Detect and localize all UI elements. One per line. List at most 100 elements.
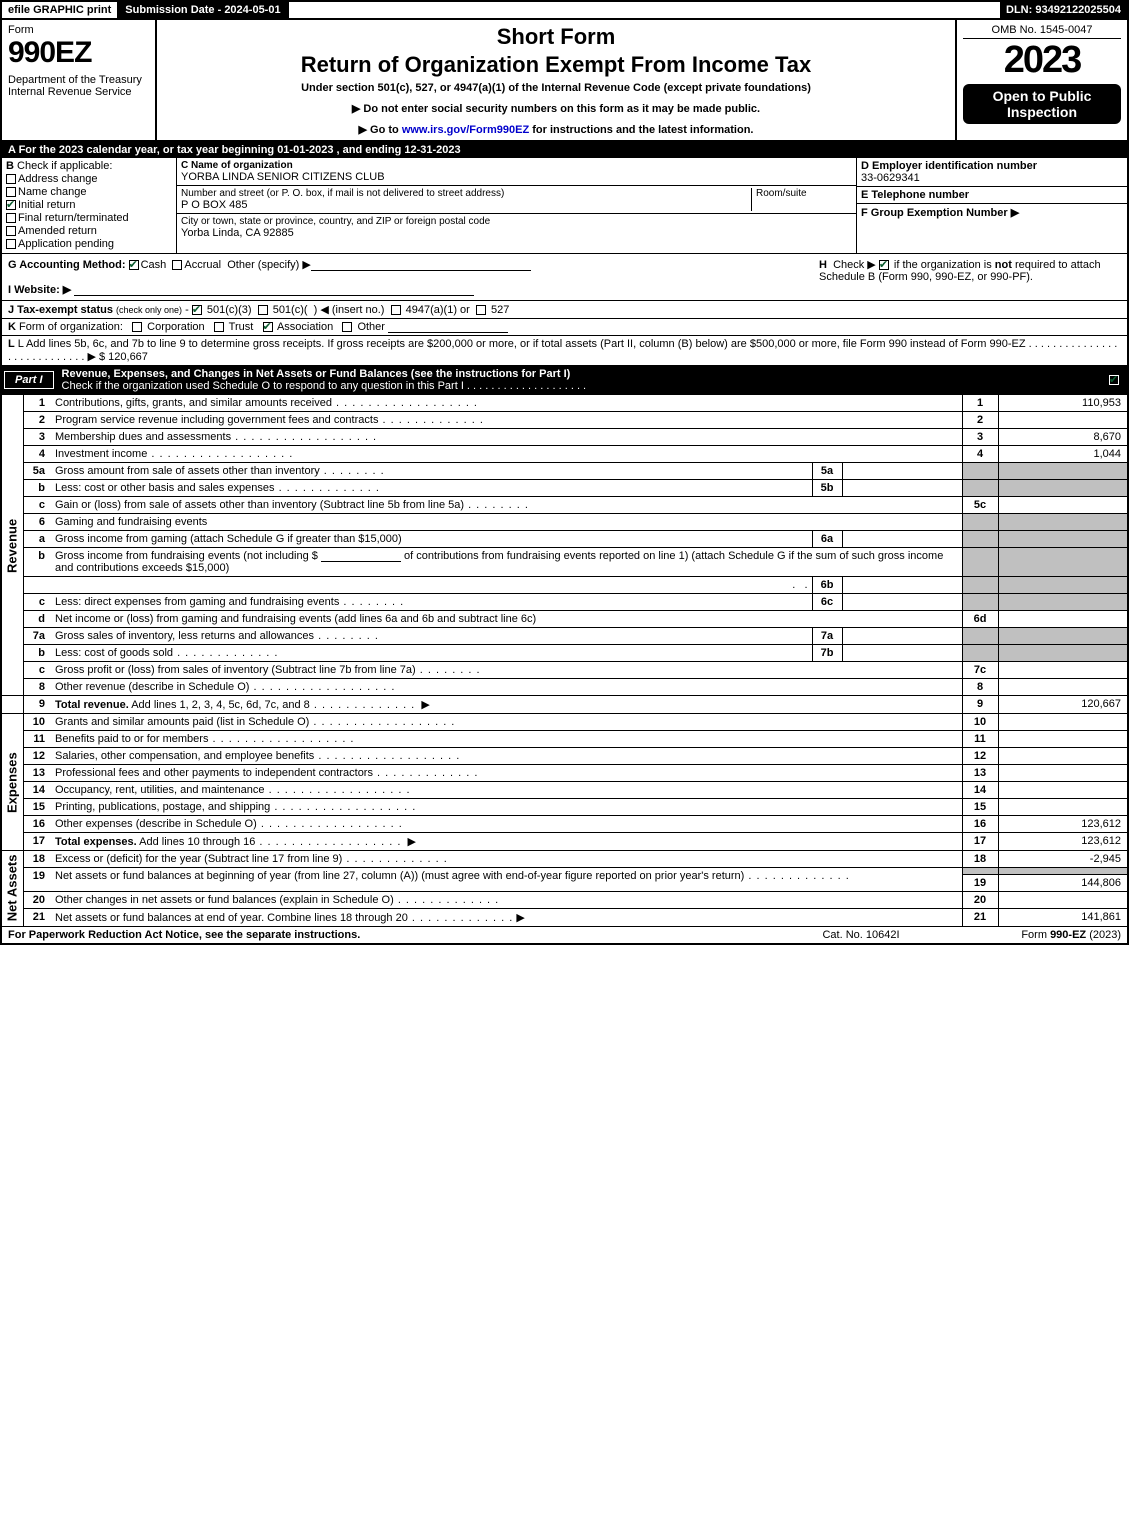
table-row: 19 Net assets or fund balances at beginn… xyxy=(1,868,1128,875)
table-row: Net Assets 18 Excess or (deficit) for th… xyxy=(1,851,1128,868)
line-val xyxy=(998,714,1128,731)
line-desc: Net assets or fund balances at end of ye… xyxy=(55,912,408,924)
checkbox-schedule-o-part-i[interactable] xyxy=(1109,375,1119,385)
checkbox-final-return[interactable] xyxy=(6,213,16,223)
sub-no: 6a xyxy=(812,531,842,548)
table-row: b Less: cost of goods sold 7b xyxy=(1,645,1128,662)
sub-val xyxy=(842,480,962,497)
checkbox-address-change[interactable] xyxy=(6,174,16,184)
line-rn: 2 xyxy=(962,412,998,429)
table-row: 7a Gross sales of inventory, less return… xyxy=(1,628,1128,645)
other-method-field[interactable] xyxy=(311,259,531,271)
line-val: 8,670 xyxy=(998,429,1128,446)
other-org-field[interactable] xyxy=(388,321,508,333)
checkbox-501c3[interactable] xyxy=(192,305,202,315)
contrib-amount-field[interactable] xyxy=(321,550,401,562)
line-no: 13 xyxy=(23,765,51,782)
sub-no: 5b xyxy=(812,480,842,497)
short-form-label: Short Form xyxy=(163,24,949,50)
checkbox-corporation[interactable] xyxy=(132,322,142,332)
table-row: Expenses 10 Grants and similar amounts p… xyxy=(1,714,1128,731)
line-no: 3 xyxy=(23,429,51,446)
line-no: b xyxy=(23,480,51,497)
line-desc: Benefits paid to or for members xyxy=(55,733,208,745)
sub-no: 6b xyxy=(812,577,842,594)
line-rn: 21 xyxy=(962,908,998,926)
form-ref-year: (2023) xyxy=(1086,929,1121,941)
line-desc: Investment income xyxy=(55,448,147,460)
line-rn-grey xyxy=(962,514,998,531)
line-no: 11 xyxy=(23,731,51,748)
form-title: Return of Organization Exempt From Incom… xyxy=(163,52,949,78)
table-row: 13 Professional fees and other payments … xyxy=(1,765,1128,782)
checkbox-initial-return[interactable] xyxy=(6,200,16,210)
checkbox-cash[interactable] xyxy=(129,260,139,270)
line-desc: Less: cost or other basis and sales expe… xyxy=(55,482,275,494)
column-b: B Check if applicable: Address change Na… xyxy=(2,158,177,253)
checkbox-name-change[interactable] xyxy=(6,187,16,197)
line-rn: 14 xyxy=(962,782,998,799)
line-rn-grey xyxy=(962,548,998,577)
table-row: 20 Other changes in net assets or fund b… xyxy=(1,891,1128,908)
b-check-label: Check if applicable: xyxy=(17,160,112,172)
submission-date: Submission Date - 2024-05-01 xyxy=(119,2,288,18)
label-application-pending: Application pending xyxy=(18,238,114,250)
line-rn: 18 xyxy=(962,851,998,868)
line-rn: 8 xyxy=(962,679,998,696)
label-other-specify: Other (specify) ▶ xyxy=(227,259,311,271)
column-def: D Employer identification number 33-0629… xyxy=(857,158,1127,253)
paperwork-notice: For Paperwork Reduction Act Notice, see … xyxy=(8,929,761,941)
table-row: 21 Net assets or fund balances at end of… xyxy=(1,908,1128,926)
line-no: a xyxy=(23,531,51,548)
checkbox-4947[interactable] xyxy=(391,305,401,315)
checkbox-trust[interactable] xyxy=(214,322,224,332)
line-val xyxy=(998,662,1128,679)
checkbox-application-pending[interactable] xyxy=(6,239,16,249)
efile-label[interactable]: efile GRAPHIC print xyxy=(2,2,119,18)
sub-val xyxy=(842,531,962,548)
table-row: b Gross income from fundraising events (… xyxy=(1,548,1128,577)
line-desc: Grants and similar amounts paid (list in… xyxy=(55,716,309,728)
line-rn: 12 xyxy=(962,748,998,765)
b-label: B xyxy=(6,160,14,172)
top-bar: efile GRAPHIC print Submission Date - 20… xyxy=(0,0,1129,20)
part-i-header: Part I Revenue, Expenses, and Changes in… xyxy=(0,366,1129,394)
table-row: 5a Gross amount from sale of assets othe… xyxy=(1,463,1128,480)
line-val: 123,612 xyxy=(998,833,1128,851)
line-val-grey xyxy=(998,548,1128,577)
line-val: 1,044 xyxy=(998,446,1128,463)
line-no: c xyxy=(23,497,51,514)
line-rn-grey xyxy=(962,868,998,875)
checkbox-other-org[interactable] xyxy=(342,322,352,332)
irs-link[interactable]: www.irs.gov/Form990EZ xyxy=(402,124,529,136)
label-initial-return: Initial return xyxy=(18,199,75,211)
line-rn: 6d xyxy=(962,611,998,628)
l-text: L Add lines 5b, 6c, and 7b to line 9 to … xyxy=(8,338,1117,363)
line-desc: Gross profit or (loss) from sales of inv… xyxy=(55,664,416,676)
c-street-label: Number and street (or P. O. box, if mail… xyxy=(181,188,747,199)
sub-val xyxy=(842,594,962,611)
label-name-change: Name change xyxy=(18,186,87,198)
line-rn-grey xyxy=(962,577,998,594)
line-val xyxy=(998,891,1128,908)
table-row: b Less: cost or other basis and sales ex… xyxy=(1,480,1128,497)
line-rn: 4 xyxy=(962,446,998,463)
h-section: H Check ▶ if the organization is not req… xyxy=(811,258,1121,296)
checkbox-amended-return[interactable] xyxy=(6,226,16,236)
line-val xyxy=(998,679,1128,696)
table-row: 16 Other expenses (describe in Schedule … xyxy=(1,816,1128,833)
line-desc: Contributions, gifts, grants, and simila… xyxy=(55,397,332,409)
line-desc: Printing, publications, postage, and shi… xyxy=(55,801,270,813)
checkbox-527[interactable] xyxy=(476,305,486,315)
revenue-side-label: Revenue xyxy=(1,395,23,696)
checkbox-schedule-b[interactable] xyxy=(879,260,889,270)
line-rn-grey xyxy=(962,594,998,611)
checkbox-501c[interactable] xyxy=(258,305,268,315)
checkbox-accrual[interactable] xyxy=(172,260,182,270)
line-rn: 10 xyxy=(962,714,998,731)
line-rn: 13 xyxy=(962,765,998,782)
line-rn-grey xyxy=(962,645,998,662)
checkbox-association[interactable] xyxy=(263,322,273,332)
website-field[interactable] xyxy=(74,284,474,296)
open-to-public: Open to Public Inspection xyxy=(963,84,1121,124)
